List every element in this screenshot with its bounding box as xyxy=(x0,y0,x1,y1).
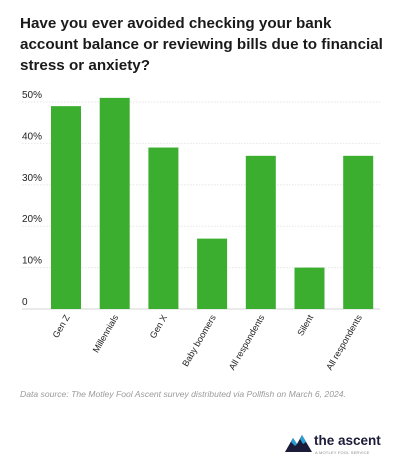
brand-name: the ascent xyxy=(314,433,381,448)
bar-chart: 0 10% 20% 30% 40% 50% Gen Z Millennials Gen X Ba… xyxy=(22,90,380,372)
chart-title: Have you ever avoided checking your bank… xyxy=(20,15,383,74)
data-source-note: Data source: The Motley Fool Ascent surv… xyxy=(20,389,346,399)
x-tick-label: Millennials xyxy=(91,313,121,355)
brand-tagline: A MOTLEY FOOL SERVICE xyxy=(315,450,370,455)
y-tick-label: 40% xyxy=(22,131,42,142)
y-axis-ticks: 0 10% 20% 30% 40% 50% xyxy=(22,90,42,308)
bar xyxy=(294,267,325,309)
mountain-logo-icon xyxy=(285,435,312,452)
y-tick-label: 50% xyxy=(22,90,42,101)
y-tick-label: 0 xyxy=(22,297,28,308)
x-tick-label: Gen Z xyxy=(51,313,72,340)
x-axis-ticks: Gen Z Millennials Gen X Baby boomers All res… xyxy=(51,313,365,372)
bar xyxy=(51,106,81,309)
brand-logo: the ascent A MOTLEY FOOL SERVICE xyxy=(284,432,394,460)
bar xyxy=(245,155,276,309)
x-tick-label: All respondents xyxy=(324,313,364,372)
bar xyxy=(197,238,228,309)
x-tick-label: Baby boomers xyxy=(180,313,218,369)
x-tick-label: All respondents xyxy=(227,313,267,372)
y-tick-label: 10% xyxy=(22,256,42,267)
bar xyxy=(99,97,130,309)
x-tick-label: Gen X xyxy=(148,313,169,340)
y-tick-label: 30% xyxy=(22,173,42,184)
y-tick-label: 20% xyxy=(22,214,42,225)
x-tick-label: Silent xyxy=(295,313,315,338)
bar xyxy=(148,147,179,309)
bar xyxy=(343,155,374,309)
bars xyxy=(51,97,374,309)
